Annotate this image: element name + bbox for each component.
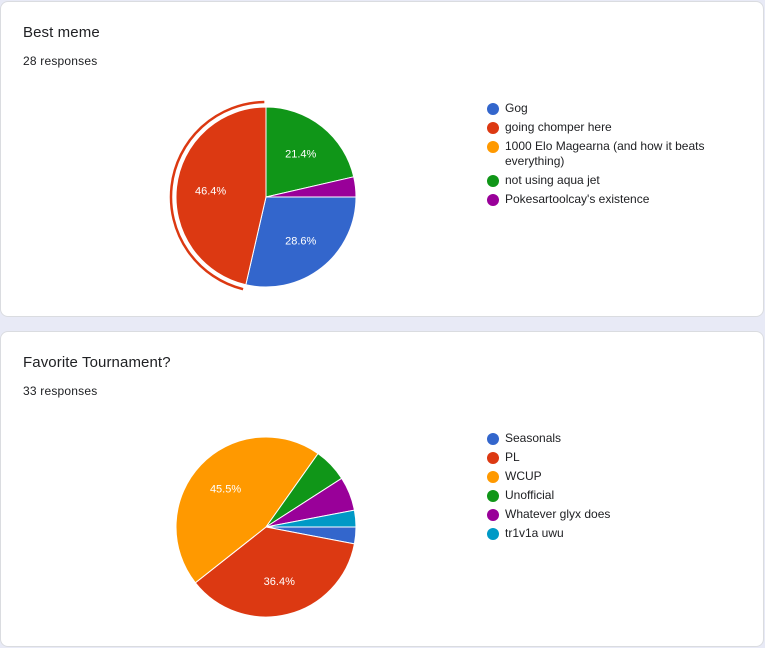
legend-item-wcup[interactable]: WCUP	[487, 469, 727, 484]
legend-swatch	[487, 122, 499, 134]
legend-swatch	[487, 509, 499, 521]
legend-swatch	[487, 471, 499, 483]
legend-label: going chomper here	[505, 120, 612, 134]
chart-card-best-meme: Best meme 28 responses 28.6% 46.4% 21.4% G…	[0, 1, 764, 317]
chart-card-favorite-tournament: Favorite Tournament? 33 responses 36.4% 4…	[0, 331, 764, 647]
pie-data-label: 36.4%	[264, 576, 295, 588]
chart-title: Best meme	[23, 24, 100, 41]
legend-item-whatever-glyx-does[interactable]: Whatever glyx does	[487, 507, 727, 522]
legend-item-not-using-aqua-jet[interactable]: not using aqua jet	[487, 173, 727, 188]
legend-label: Unofficial	[505, 488, 555, 502]
legend-swatch	[487, 141, 499, 153]
legend-swatch	[487, 194, 499, 206]
pie-slice-wcup[interactable]	[175, 436, 319, 584]
legend-swatch	[487, 452, 499, 464]
legend-item-pl[interactable]: PL	[487, 450, 727, 465]
pie-chart[interactable]: 36.4% 45.5%	[161, 422, 371, 632]
pie-slice-going-chomper-here[interactable]	[175, 106, 267, 286]
legend-label: Whatever glyx does	[505, 507, 611, 521]
pie-slice-pl[interactable]	[194, 526, 355, 618]
chart-title: Favorite Tournament?	[23, 354, 171, 371]
legend-item-pokesartoolcay-s-existence[interactable]: Pokesartoolcay's existence	[487, 192, 727, 207]
legend-swatch	[487, 103, 499, 115]
legend-label: tr1v1a uwu	[505, 526, 564, 540]
pie-slice-tr1v1a-uwu[interactable]	[265, 509, 357, 528]
legend-label: WCUP	[505, 469, 542, 483]
legend-item-tr1v1a-uwu[interactable]: tr1v1a uwu	[487, 526, 727, 541]
response-count: 28 responses	[23, 54, 98, 68]
legend-label: Pokesartoolcay's existence	[505, 192, 650, 206]
pie-slice-not-using-aqua-jet[interactable]	[265, 106, 355, 198]
pie-data-label: 28.6%	[285, 236, 316, 248]
legend-item-unofficial[interactable]: Unofficial	[487, 488, 727, 503]
pie-chart[interactable]: 28.6% 46.4% 21.4%	[161, 92, 371, 302]
pie-slice-gog[interactable]	[245, 196, 357, 288]
legend-swatch	[487, 433, 499, 445]
pie-slice-pokesartoolcay-s-existence[interactable]	[265, 176, 357, 198]
legend-item-1000-elo-magearna-and-how-it-beats-everything[interactable]: 1000 Elo Magearna (and how it beats ever…	[487, 139, 727, 169]
legend-label: 1000 Elo Magearna (and how it beats ever…	[505, 139, 705, 168]
legend-swatch	[487, 175, 499, 187]
legend-item-seasonals[interactable]: Seasonals	[487, 431, 727, 446]
legend-label: Seasonals	[505, 431, 562, 445]
legend-swatch	[487, 490, 499, 502]
chart-legend: Gog going chomper here 1000 Elo Magearna (…	[487, 101, 727, 211]
response-count: 33 responses	[23, 384, 98, 398]
legend-item-gog[interactable]: Gog	[487, 101, 727, 116]
pie-data-label: 46.4%	[195, 186, 226, 198]
pie-data-label: 21.4%	[285, 148, 316, 160]
pie-data-label: 45.5%	[210, 484, 241, 496]
pie-slice-highlight-ring	[169, 100, 265, 291]
legend-swatch	[487, 528, 499, 540]
legend-label: PL	[505, 450, 520, 464]
legend-label: not using aqua jet	[505, 173, 600, 187]
chart-legend: Seasonals PL WCUP Unofficial Whatever glyx d…	[487, 431, 727, 545]
legend-item-going-chomper-here[interactable]: going chomper here	[487, 120, 727, 135]
legend-label: Gog	[505, 101, 528, 115]
